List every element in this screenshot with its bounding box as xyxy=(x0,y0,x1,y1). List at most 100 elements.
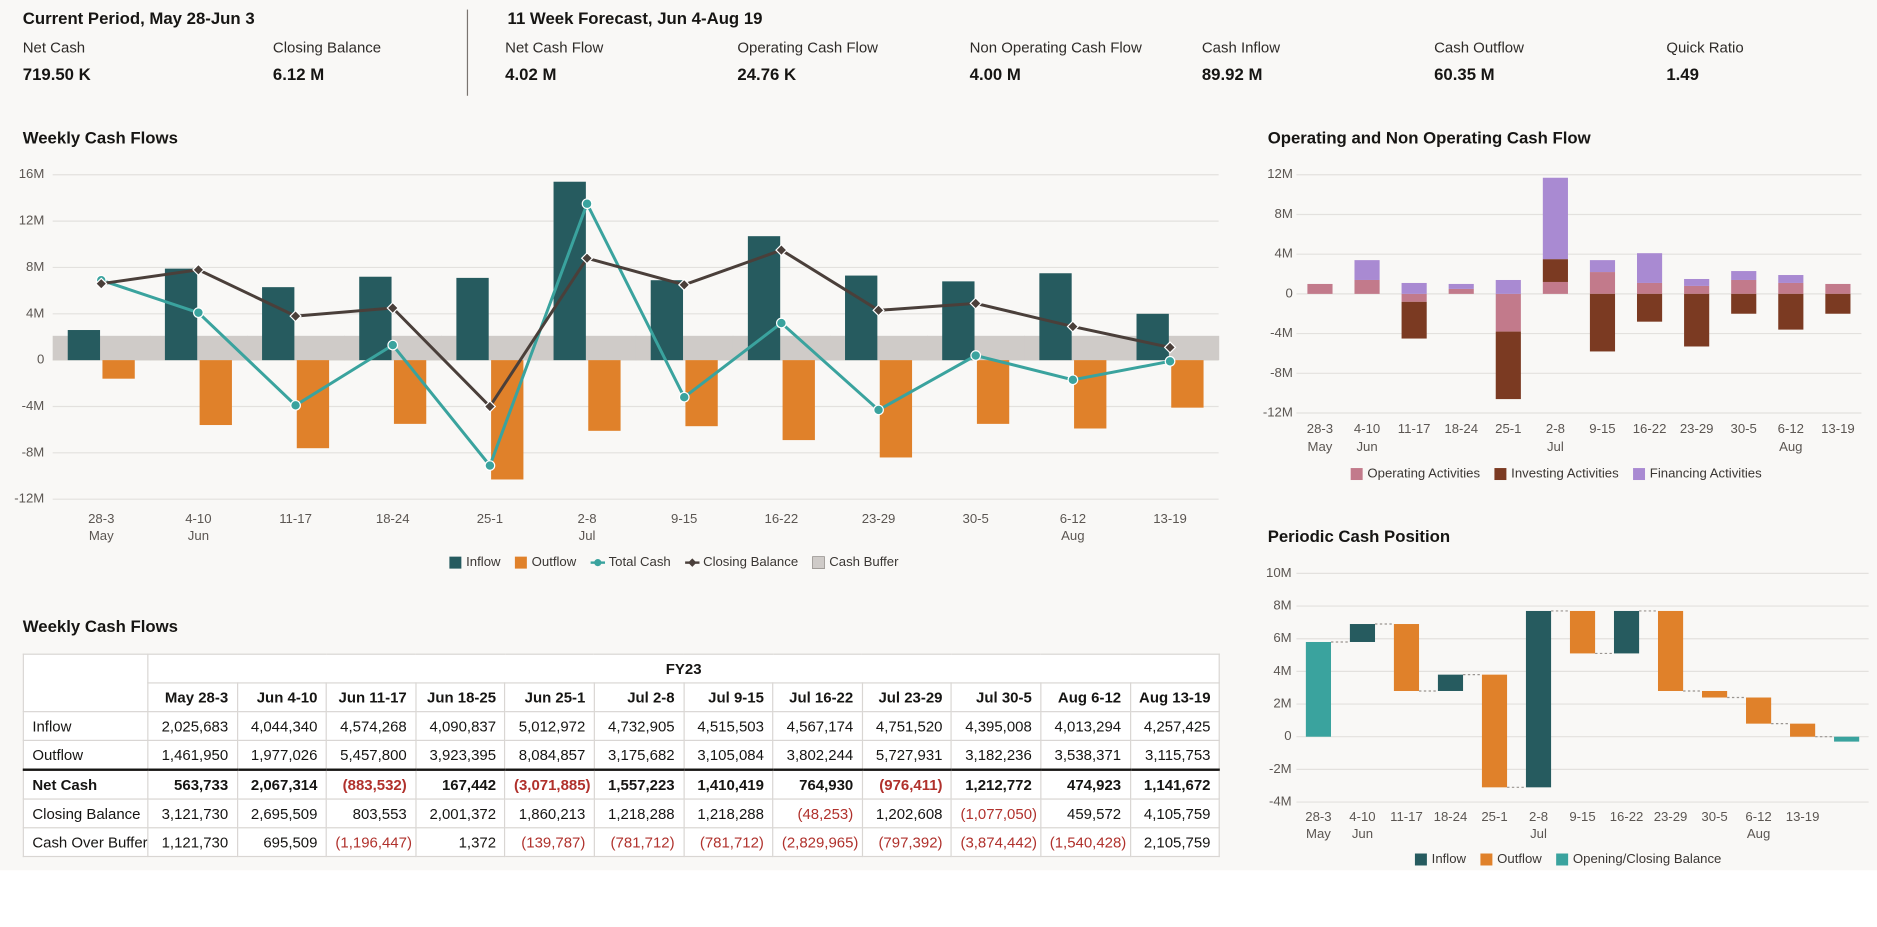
y-tick-label: -2M xyxy=(1269,761,1292,776)
legend: Inflow Outflow Total Cash Closing Balance Ca… xyxy=(449,554,899,569)
bar-segment xyxy=(1448,288,1474,294)
x-tick-label: 11-17 xyxy=(1390,809,1423,824)
waterfall-bar xyxy=(1569,610,1596,654)
bar-segment xyxy=(1354,260,1380,280)
bar xyxy=(976,360,1010,424)
x-tick-label: 28-3 xyxy=(1307,421,1333,436)
x-tick-label: 30-5 xyxy=(1731,421,1757,436)
bar-segment xyxy=(1731,279,1757,294)
bar xyxy=(393,360,427,424)
kpi-value: 60.35 M xyxy=(1434,64,1495,84)
column-header: Jun 25-1 xyxy=(504,682,595,713)
table-cell: 5,727,931 xyxy=(861,739,953,771)
legend-swatch xyxy=(812,556,825,569)
marker xyxy=(1066,320,1080,333)
y-tick-label: 10M xyxy=(1266,565,1292,580)
kpi-label: Cash Inflow xyxy=(1201,39,1281,57)
row-label: Closing Balance xyxy=(22,798,149,829)
marker xyxy=(969,297,982,310)
x-tick-label: 23-29 xyxy=(862,511,896,526)
table-cell: (48,253) xyxy=(772,798,863,829)
marker xyxy=(776,317,787,329)
bar-segment xyxy=(1636,282,1663,294)
marker xyxy=(483,400,497,413)
x-tick-label: 23-29 xyxy=(1680,421,1714,436)
y-tick-label: -12M xyxy=(1263,404,1293,419)
chart: Operating and Non Operating Cash Flow -12… xyxy=(1263,128,1862,481)
table-cell: (1,077,050) xyxy=(950,798,1042,829)
legend-label: Total Cash xyxy=(609,554,671,569)
bar-segment xyxy=(1448,283,1474,289)
chart: Weekly Cash Flows -12M -8M -4M 0 4M 8M 12M 16M 28… xyxy=(14,128,1220,569)
bar-segment xyxy=(1307,283,1333,294)
bar-segment xyxy=(1542,281,1568,294)
row-label: Cash Over Buffer xyxy=(22,827,149,858)
kpi-label: Operating Cash Flow xyxy=(737,39,878,57)
plot-area xyxy=(52,181,1220,480)
bar xyxy=(879,360,913,458)
table-cell: 695,509 xyxy=(236,827,328,858)
waterfall-bar xyxy=(1702,690,1728,698)
x-group-label: May xyxy=(1306,826,1331,841)
table-row: Inflow 2,025,683 4,044,340 4,574,268 4,090,8… xyxy=(22,711,1221,741)
y-tick-label: 8M xyxy=(1275,206,1293,221)
table-row: Closing Balance 3,121,730 2,695,509 803,553… xyxy=(22,798,1221,829)
buffer-band xyxy=(635,335,734,361)
table-cell: (3,071,885) xyxy=(504,768,595,800)
marker xyxy=(970,350,982,361)
kpi-value: 4.02 M xyxy=(505,64,557,84)
marker xyxy=(386,301,399,315)
kpi-title: 11 Week Forecast, Jun 4-Aug 19 xyxy=(507,8,763,28)
column-header: Aug 6-12 xyxy=(1040,682,1131,713)
bar xyxy=(164,268,198,361)
table-cell: 1,557,223 xyxy=(593,768,685,800)
waterfall-bar xyxy=(1834,736,1860,742)
x-tick-label: 11-17 xyxy=(1398,421,1431,436)
column-header: Jul 16-22 xyxy=(772,682,863,713)
x-tick-label: 4-10 xyxy=(185,511,211,526)
kpi-label: Closing Balance xyxy=(272,39,382,57)
marker xyxy=(290,399,301,411)
chart-title: Operating and Non Operating Cash Flow xyxy=(1268,128,1592,147)
x-tick-label: 28-3 xyxy=(88,511,114,526)
waterfall-bar xyxy=(1613,610,1640,654)
table-cell: 1,212,772 xyxy=(950,768,1042,800)
table-cell: (976,411) xyxy=(861,768,953,800)
x-group-label: Jun xyxy=(188,528,209,543)
y-tick-label: 12M xyxy=(19,213,45,228)
x-tick-label: 9-15 xyxy=(671,511,697,526)
table-cell: (3,874,442) xyxy=(950,827,1042,858)
table-cell: (781,712) xyxy=(683,827,774,858)
x-tick-label: 28-3 xyxy=(1305,809,1331,824)
bar xyxy=(942,281,975,361)
marker xyxy=(678,391,690,403)
table-cell: 474,923 xyxy=(1040,768,1131,800)
bar xyxy=(296,360,330,449)
bar xyxy=(1171,360,1204,408)
chart-title: Weekly Cash Flows xyxy=(23,128,178,147)
column-header: Aug 13-19 xyxy=(1129,682,1221,713)
table-cell: 2,695,509 xyxy=(236,798,328,829)
bar-segment xyxy=(1731,271,1757,280)
table-cell: 1,372 xyxy=(415,827,506,858)
legend-label: Outflow xyxy=(1497,851,1542,866)
x-tick-label: 2-8 xyxy=(578,511,597,526)
x-tick-label: 18-24 xyxy=(1444,421,1478,436)
kpi-value: 89.92 M xyxy=(1201,64,1263,84)
table-cell: 4,732,905 xyxy=(593,711,685,741)
table-cell: (781,712) xyxy=(593,827,685,858)
y-tick-label: -12M xyxy=(14,491,44,506)
marker xyxy=(484,460,496,471)
x-tick-label: 11-17 xyxy=(279,511,312,526)
marker xyxy=(193,307,204,319)
y-tick-label: 6M xyxy=(1273,630,1291,645)
bar-segment xyxy=(1825,293,1851,314)
buffer-band xyxy=(52,335,151,361)
bar-segment xyxy=(1684,293,1710,347)
x-group-label: Aug xyxy=(1061,528,1084,543)
bar-segment xyxy=(1542,177,1568,260)
kpi-label: Net Cash xyxy=(22,39,86,57)
y-tick-label: 8M xyxy=(1273,598,1291,613)
bar xyxy=(1074,360,1107,429)
